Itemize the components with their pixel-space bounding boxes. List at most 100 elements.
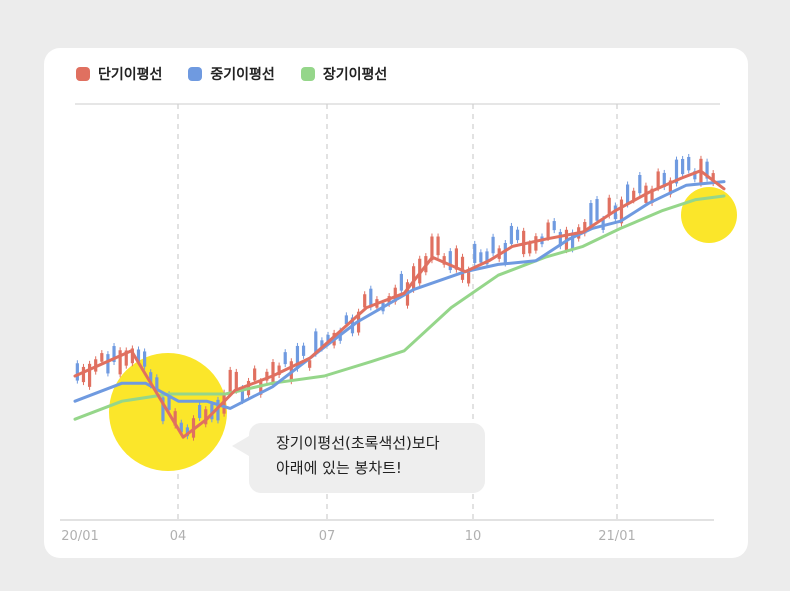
candle-body xyxy=(124,350,128,366)
candle-body xyxy=(320,340,324,349)
long-ma-line xyxy=(73,194,726,421)
candle-body xyxy=(448,251,452,271)
candle-body xyxy=(503,242,507,264)
x-tick-label: 20/01 xyxy=(61,529,98,544)
legend-item-mid: 중기이평선 xyxy=(188,64,275,84)
candle-body xyxy=(393,287,397,302)
x-tick-label: 21/01 xyxy=(598,529,635,544)
candle-body xyxy=(460,256,465,280)
candle-body xyxy=(369,288,373,308)
candle-body xyxy=(301,345,306,356)
candle-body xyxy=(632,190,636,201)
candle-body xyxy=(234,371,238,391)
candle-body xyxy=(650,188,654,203)
candle-body xyxy=(436,236,440,256)
callout-pointer xyxy=(232,436,249,456)
legend-label-mid: 중기이평선 xyxy=(210,67,275,83)
legend-swatch-mid xyxy=(188,67,203,81)
candle-body xyxy=(326,334,330,344)
candle-body xyxy=(100,353,104,362)
candle-body xyxy=(515,229,520,241)
candle-body xyxy=(295,345,300,369)
candle-body xyxy=(344,315,348,325)
candle-body xyxy=(106,354,110,374)
candle-body xyxy=(363,294,367,308)
candle-body xyxy=(442,256,446,265)
candle-body xyxy=(687,156,691,171)
callout-line-2: 아래에 있는 봉차트! xyxy=(276,459,402,477)
candle-body xyxy=(112,346,116,363)
candle-body xyxy=(179,422,183,433)
candle-body xyxy=(314,331,318,354)
candle-body xyxy=(265,371,269,381)
candle-body xyxy=(412,266,416,290)
candle-body xyxy=(81,366,86,383)
candle-body xyxy=(155,377,159,391)
candle-body xyxy=(638,174,642,194)
candle-body xyxy=(259,381,263,395)
legend-label-long: 장기이평선 xyxy=(322,67,388,83)
x-tick-label: 07 xyxy=(319,529,336,544)
candle-body xyxy=(277,365,281,376)
candle-body xyxy=(619,199,624,224)
x-tick-label: 04 xyxy=(170,529,187,544)
candle-body xyxy=(656,171,660,189)
candle-body xyxy=(570,232,575,250)
candle-body xyxy=(167,394,171,410)
candle-body xyxy=(595,199,599,221)
candle-body xyxy=(509,225,514,244)
candle-body xyxy=(271,362,275,385)
candle-body xyxy=(87,363,92,387)
legend-item-short: 단기이평선 xyxy=(76,64,162,84)
candle-body xyxy=(161,397,165,422)
legend-swatch-long xyxy=(300,67,315,81)
candle-body xyxy=(693,171,697,180)
candle-body xyxy=(674,159,679,184)
candle-body xyxy=(705,161,709,179)
candle-body xyxy=(711,173,715,184)
highlight-circle-right xyxy=(681,187,737,243)
candle-body xyxy=(491,236,495,254)
x-tick-label: 10 xyxy=(465,529,482,544)
candle-body xyxy=(467,269,471,284)
candle-body xyxy=(479,252,483,263)
candle-body xyxy=(399,273,403,291)
candle-body xyxy=(589,203,593,228)
candle-body xyxy=(75,363,79,381)
candle-body xyxy=(552,221,556,231)
candle-body xyxy=(681,158,685,175)
candle-body xyxy=(558,231,562,247)
candle-body xyxy=(546,222,550,238)
candle-body xyxy=(583,222,587,234)
candle-body xyxy=(130,348,134,364)
legend: 단기이평선 중기이평선 장기이평선 xyxy=(76,64,387,84)
candle-body xyxy=(204,409,208,425)
candle-body xyxy=(283,352,287,365)
candle-body xyxy=(210,404,214,420)
legend-label-short: 단기이평선 xyxy=(98,67,163,83)
candle-body xyxy=(143,351,147,367)
candle-body xyxy=(662,172,666,188)
candle-body xyxy=(430,236,434,261)
candle-body xyxy=(668,180,672,195)
candle-body xyxy=(625,184,630,205)
candle-body xyxy=(607,197,611,216)
candle-body xyxy=(240,388,245,402)
mid-ma-line xyxy=(73,180,726,410)
candle-body xyxy=(136,349,141,362)
candle-body xyxy=(118,350,122,375)
candle-body xyxy=(473,243,477,263)
candle-body xyxy=(454,248,459,270)
candle-body xyxy=(185,427,189,437)
candle-body xyxy=(528,243,532,254)
callout-bubble xyxy=(249,423,485,493)
candle-body xyxy=(253,368,257,381)
candle-body xyxy=(534,236,538,251)
candle-body xyxy=(173,411,177,426)
candle-body xyxy=(308,360,312,368)
candle-body xyxy=(216,399,220,421)
candle-body xyxy=(149,372,153,386)
candle-body xyxy=(485,251,489,265)
callout-line-1: 장기이평선(초록색선)보다 xyxy=(276,434,440,452)
